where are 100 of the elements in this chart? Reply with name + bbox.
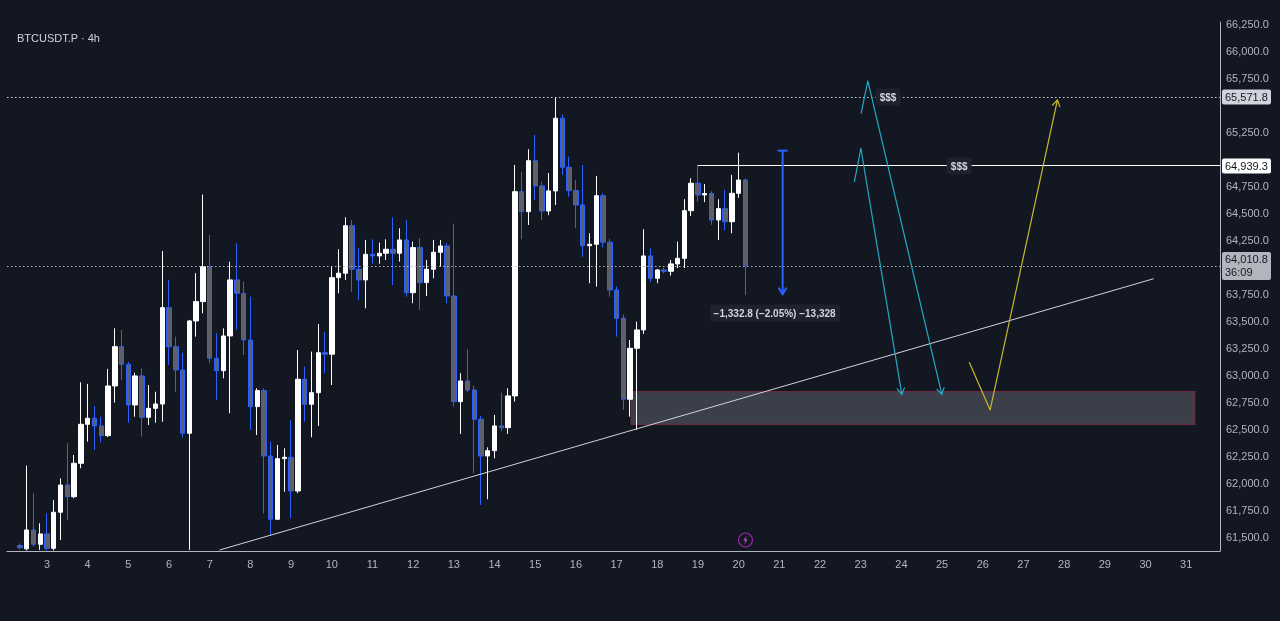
- candlestick: [146, 384, 151, 426]
- x-tick-label: 4: [84, 557, 91, 570]
- x-tick-label: 15: [529, 557, 542, 570]
- candlestick: [99, 416, 104, 443]
- candlestick: [499, 392, 504, 432]
- candlestick: [709, 190, 714, 226]
- x-tick-label: 17: [610, 557, 623, 570]
- candlestick: [139, 367, 145, 438]
- candlestick: [594, 175, 599, 288]
- y-tick-label: 62,000.0: [1226, 476, 1269, 489]
- x-tick-label: 11: [366, 557, 379, 570]
- candlestick: [716, 198, 721, 241]
- candlestick: [465, 348, 470, 393]
- candlestick: [295, 349, 301, 494]
- candlestick: [17, 542, 23, 550]
- x-tick-label: 12: [407, 557, 420, 570]
- candlestick: [160, 250, 165, 423]
- candlestick: [702, 183, 707, 203]
- candlestick: [458, 372, 463, 435]
- x-tick-label: 8: [247, 557, 254, 570]
- candlestick: [363, 239, 368, 309]
- x-tick-label: 18: [651, 557, 664, 570]
- x-tick-label: 5: [125, 557, 132, 570]
- candlestick: [417, 237, 423, 311]
- x-tick-label: 29: [1098, 557, 1111, 570]
- candlestick: [302, 366, 307, 423]
- x-tick-label: 14: [488, 557, 501, 570]
- y-tick-label: 63,750.0: [1226, 287, 1269, 300]
- candlestick: [438, 239, 443, 268]
- ref-line-label: 65,571.8: [1225, 90, 1268, 104]
- candlestick: [424, 259, 429, 297]
- candlestick: [390, 216, 396, 286]
- y-tick-label: 61,500.0: [1226, 530, 1269, 543]
- x-tick-label: 30: [1139, 557, 1152, 570]
- candlestick: [58, 477, 63, 541]
- y-tick-label: 64,500.0: [1226, 206, 1269, 219]
- candlestick: [621, 313, 626, 411]
- x-tick-label: 20: [732, 557, 745, 570]
- x-tick-label: 19: [691, 557, 705, 570]
- candlestick: [648, 247, 653, 283]
- x-tick-label: 26: [976, 557, 989, 570]
- y-tick-label: 64,250.0: [1226, 233, 1269, 246]
- x-tick-label: 3: [43, 557, 51, 570]
- candlestick: [661, 267, 667, 274]
- candlestick: [126, 361, 131, 424]
- candlestick: [51, 499, 56, 551]
- candlestick: [553, 96, 558, 206]
- x-tick-label: 6: [165, 557, 173, 570]
- candlestick: [485, 446, 490, 500]
- candlestick: [322, 331, 328, 374]
- candlestick: [275, 444, 280, 521]
- y-tick-label: 65,250.0: [1226, 125, 1269, 138]
- candlestick: [153, 391, 158, 424]
- candlestick: [92, 405, 97, 451]
- candlestick: [431, 239, 436, 279]
- y-tick-label: 61,750.0: [1226, 503, 1269, 516]
- y-tick-label: 63,500.0: [1226, 314, 1269, 327]
- y-tick-label: 65,750.0: [1226, 71, 1269, 84]
- annotation: −1,332.8 (−2.05%) −13,328: [709, 304, 840, 322]
- x-tick-label: 13: [447, 557, 460, 570]
- x-tick-label: 10: [325, 557, 338, 570]
- candlestick: [526, 148, 531, 226]
- text: BTCUSDT.P · 4h: [17, 31, 100, 44]
- candlestick: [397, 227, 402, 263]
- candlestick: [370, 238, 375, 265]
- candlestick: [24, 465, 29, 551]
- candlestick: [695, 165, 701, 203]
- x-tick-label: 22: [813, 557, 827, 570]
- x-tick-label: 7: [206, 557, 213, 570]
- y-tick-label: 62,750.0: [1226, 395, 1269, 408]
- x-tick-label: 21: [773, 557, 786, 570]
- x-tick-label: 28: [1058, 557, 1071, 570]
- x-tick-label: 31: [1180, 557, 1193, 570]
- candlestick: [132, 372, 138, 418]
- candlestick: [546, 172, 551, 216]
- candlestick: [255, 387, 260, 436]
- candlestick: [248, 296, 253, 431]
- y-tick-label: 63,000.0: [1226, 368, 1269, 381]
- candlestick: [655, 268, 660, 284]
- candlestick: [743, 177, 748, 296]
- x-tick-label: 16: [569, 557, 583, 570]
- y-tick-label: 63,250.0: [1226, 341, 1269, 354]
- candlestick: [119, 329, 124, 381]
- candlestick: [288, 419, 294, 519]
- y-tick-label: 66,000.0: [1226, 44, 1269, 57]
- data-label: 64,939.3: [1225, 159, 1268, 172]
- candlestick: [214, 332, 219, 401]
- annotation: $$$: [946, 157, 972, 174]
- candlestick: [410, 241, 416, 304]
- candlestick: [316, 323, 321, 427]
- candlestick: [65, 442, 70, 521]
- x-tick-label: 24: [895, 557, 908, 570]
- candlestick: [587, 232, 592, 284]
- x-tick-label: 9: [288, 557, 295, 570]
- candlestick: [492, 414, 497, 459]
- candlestick: [309, 351, 314, 438]
- y-tick-label: 64,750.0: [1226, 179, 1269, 192]
- candlestick: [519, 171, 524, 240]
- candlestick: [722, 189, 728, 231]
- ref-line-label: 64,010.8 36:09: [1225, 252, 1268, 279]
